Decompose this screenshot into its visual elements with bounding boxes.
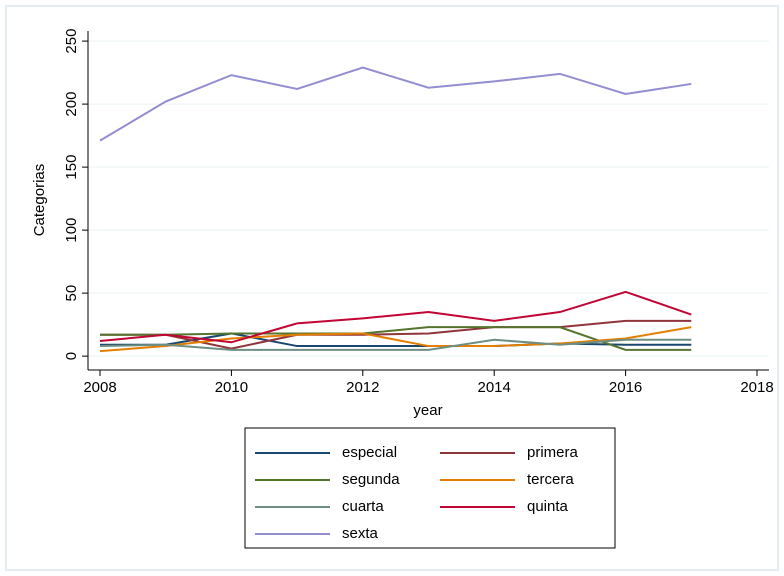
legend-box [244,427,616,549]
legend-label: sexta [342,525,379,542]
x-axis-label: year [413,402,442,419]
legend-label: segunda [342,471,400,488]
legend-label: especial [342,444,397,461]
x-tick-label: 2012 [346,379,379,396]
x-tick-label: 2008 [83,379,116,396]
legend-label: tercera [527,471,574,488]
legend-label: cuarta [342,498,384,515]
series-line [100,326,692,351]
y-axis-label: Categorias [31,164,48,237]
x-tick-label: 2010 [215,379,248,396]
x-tick-label: 2018 [740,379,773,396]
series-line [99,290,692,344]
y-tick-label: 100 [63,218,80,243]
x-tick-label: 2016 [609,379,642,396]
x-tick-label: 2014 [478,379,511,396]
y-tick-label: 200 [63,92,80,117]
series-line [99,66,692,142]
y-tick-label: 150 [63,155,80,180]
legend-label: quinta [527,498,569,515]
y-tick-label: 0 [63,352,80,360]
series-line [99,338,692,351]
legend-label: primera [527,444,579,461]
y-tick-label: 250 [63,29,80,54]
y-tick-label: 50 [63,285,80,302]
series-line [99,326,692,353]
